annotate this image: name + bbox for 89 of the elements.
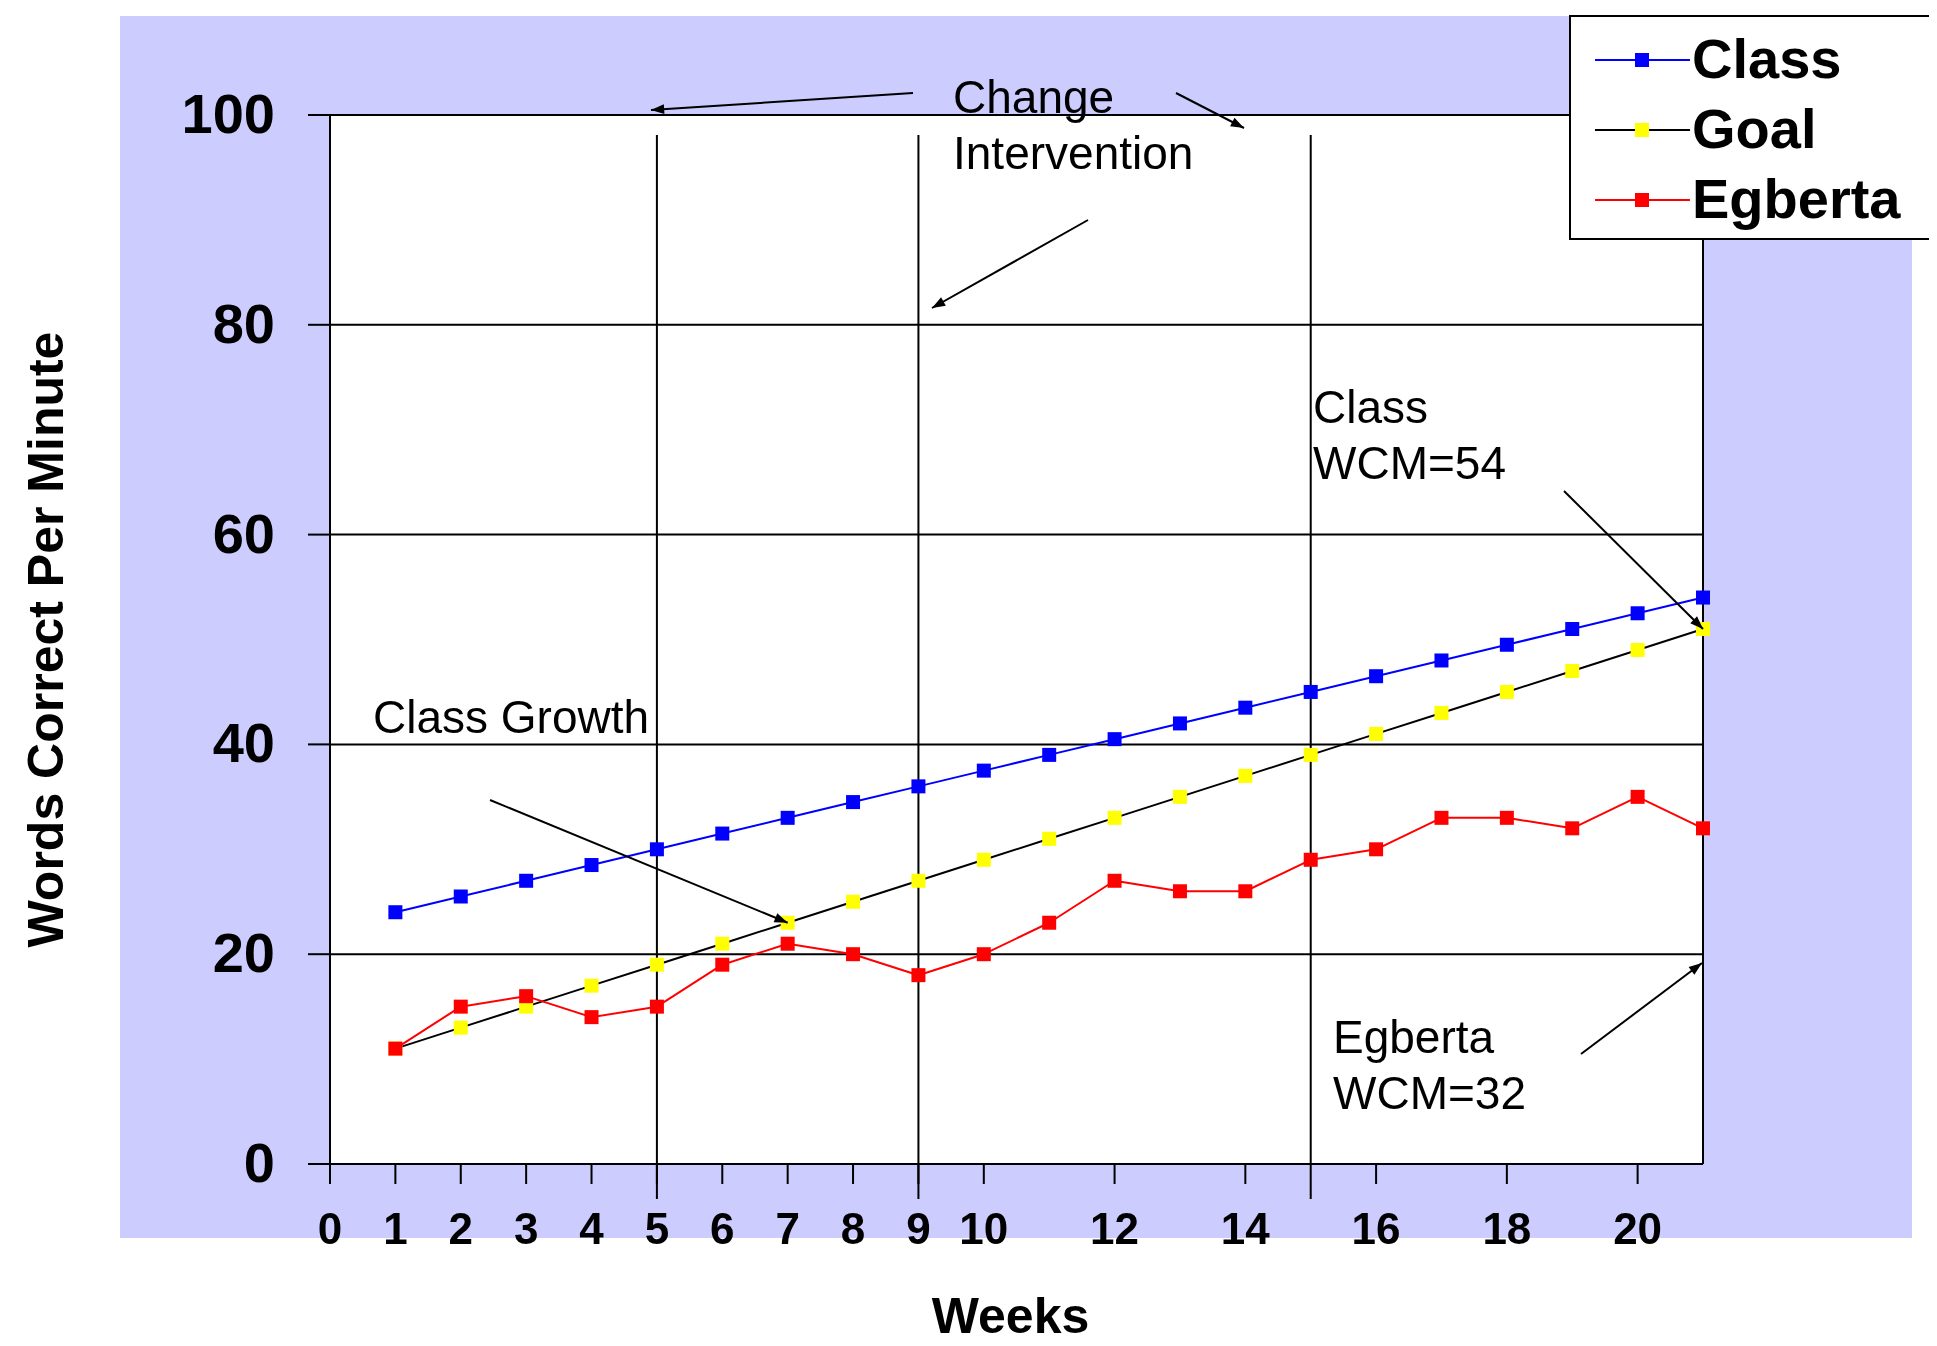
point: [649, 999, 664, 1014]
point: [911, 873, 926, 888]
point: [1303, 684, 1318, 699]
point: [1696, 590, 1710, 605]
y-tick-label: 20: [212, 921, 275, 985]
x-tick-label: 16: [1351, 1204, 1401, 1253]
point: [1107, 732, 1122, 747]
x-tick-label: 12: [1090, 1204, 1140, 1253]
point: [584, 1010, 599, 1025]
x-tick-label: 7: [775, 1204, 800, 1253]
point: [1499, 684, 1514, 699]
point: [1238, 700, 1253, 715]
x-tick-label: 5: [644, 1204, 670, 1253]
point: [1630, 606, 1645, 621]
point: [1303, 852, 1318, 867]
point: [911, 779, 926, 794]
point: [976, 947, 991, 962]
point: [1565, 622, 1580, 637]
x-axis-title: Weeks: [931, 1288, 1090, 1344]
point: [976, 763, 991, 778]
point: [911, 968, 926, 983]
point: [976, 852, 991, 867]
point: [519, 989, 534, 1004]
point: [1107, 810, 1122, 825]
point: [846, 795, 861, 810]
point: [1042, 915, 1057, 930]
point: [1369, 842, 1384, 857]
annotation: Class WCM=54: [1313, 381, 1506, 489]
point: [649, 842, 664, 857]
point: [1172, 716, 1187, 731]
annotation: Egberta WCM=32: [1333, 1011, 1526, 1119]
x-tick-label: 18: [1482, 1204, 1532, 1253]
point: [715, 826, 730, 841]
x-tick-label: 9: [906, 1204, 931, 1253]
point: [1172, 884, 1187, 899]
point: [1630, 789, 1645, 804]
point: [1303, 747, 1318, 762]
point: [1434, 810, 1449, 825]
x-tick-label: 2: [448, 1204, 473, 1253]
y-tick-label: 60: [212, 501, 275, 565]
point: [1238, 884, 1253, 899]
y-tick-label: 0: [243, 1131, 275, 1194]
point: [519, 873, 534, 888]
point: [846, 947, 861, 962]
y-tick-label: 40: [212, 711, 275, 775]
legend-label: Egberta: [1692, 167, 1902, 230]
legend-label: Class: [1692, 27, 1842, 90]
x-tick-label: 0: [317, 1204, 343, 1253]
point: [1238, 768, 1253, 783]
point: [453, 999, 468, 1014]
point: [715, 957, 730, 972]
x-tick-label: 1: [383, 1204, 408, 1253]
point: [584, 978, 599, 993]
point: [1565, 663, 1580, 678]
x-tick-label: 6: [710, 1204, 735, 1253]
point: [1565, 821, 1580, 836]
point: [1499, 637, 1514, 652]
point: [715, 936, 730, 951]
point: [1172, 789, 1187, 804]
legend-label: Goal: [1692, 97, 1817, 160]
point: [1042, 747, 1057, 762]
point: [388, 905, 403, 920]
y-tick-label: 80: [212, 291, 275, 355]
point: [453, 1020, 468, 1035]
x-tick-label: 4: [579, 1204, 605, 1253]
point: [1434, 653, 1449, 668]
x-tick-label: 14: [1220, 1204, 1271, 1253]
point: [453, 889, 468, 904]
point: [649, 957, 664, 972]
x-tick-label: 20: [1613, 1204, 1663, 1253]
point: [1369, 726, 1384, 741]
x-tick-label: 8: [840, 1204, 866, 1253]
point: [1696, 821, 1710, 836]
point: [780, 936, 795, 951]
point: [846, 894, 861, 909]
x-tick-label: 10: [959, 1204, 1009, 1253]
point: [1042, 831, 1057, 846]
y-axis-title: Words Correct Per Minute: [18, 331, 74, 948]
point: [1630, 642, 1645, 657]
point: [780, 810, 795, 825]
annotation: Class Growth: [373, 691, 650, 743]
x-tick-label: 3: [513, 1204, 539, 1253]
point: [1107, 873, 1122, 888]
point: [1434, 705, 1449, 720]
point: [1369, 669, 1384, 684]
point: [584, 858, 599, 873]
point: [1499, 810, 1514, 825]
annotation: Change Intervention: [953, 71, 1194, 179]
y-tick-label: 100: [181, 82, 275, 145]
